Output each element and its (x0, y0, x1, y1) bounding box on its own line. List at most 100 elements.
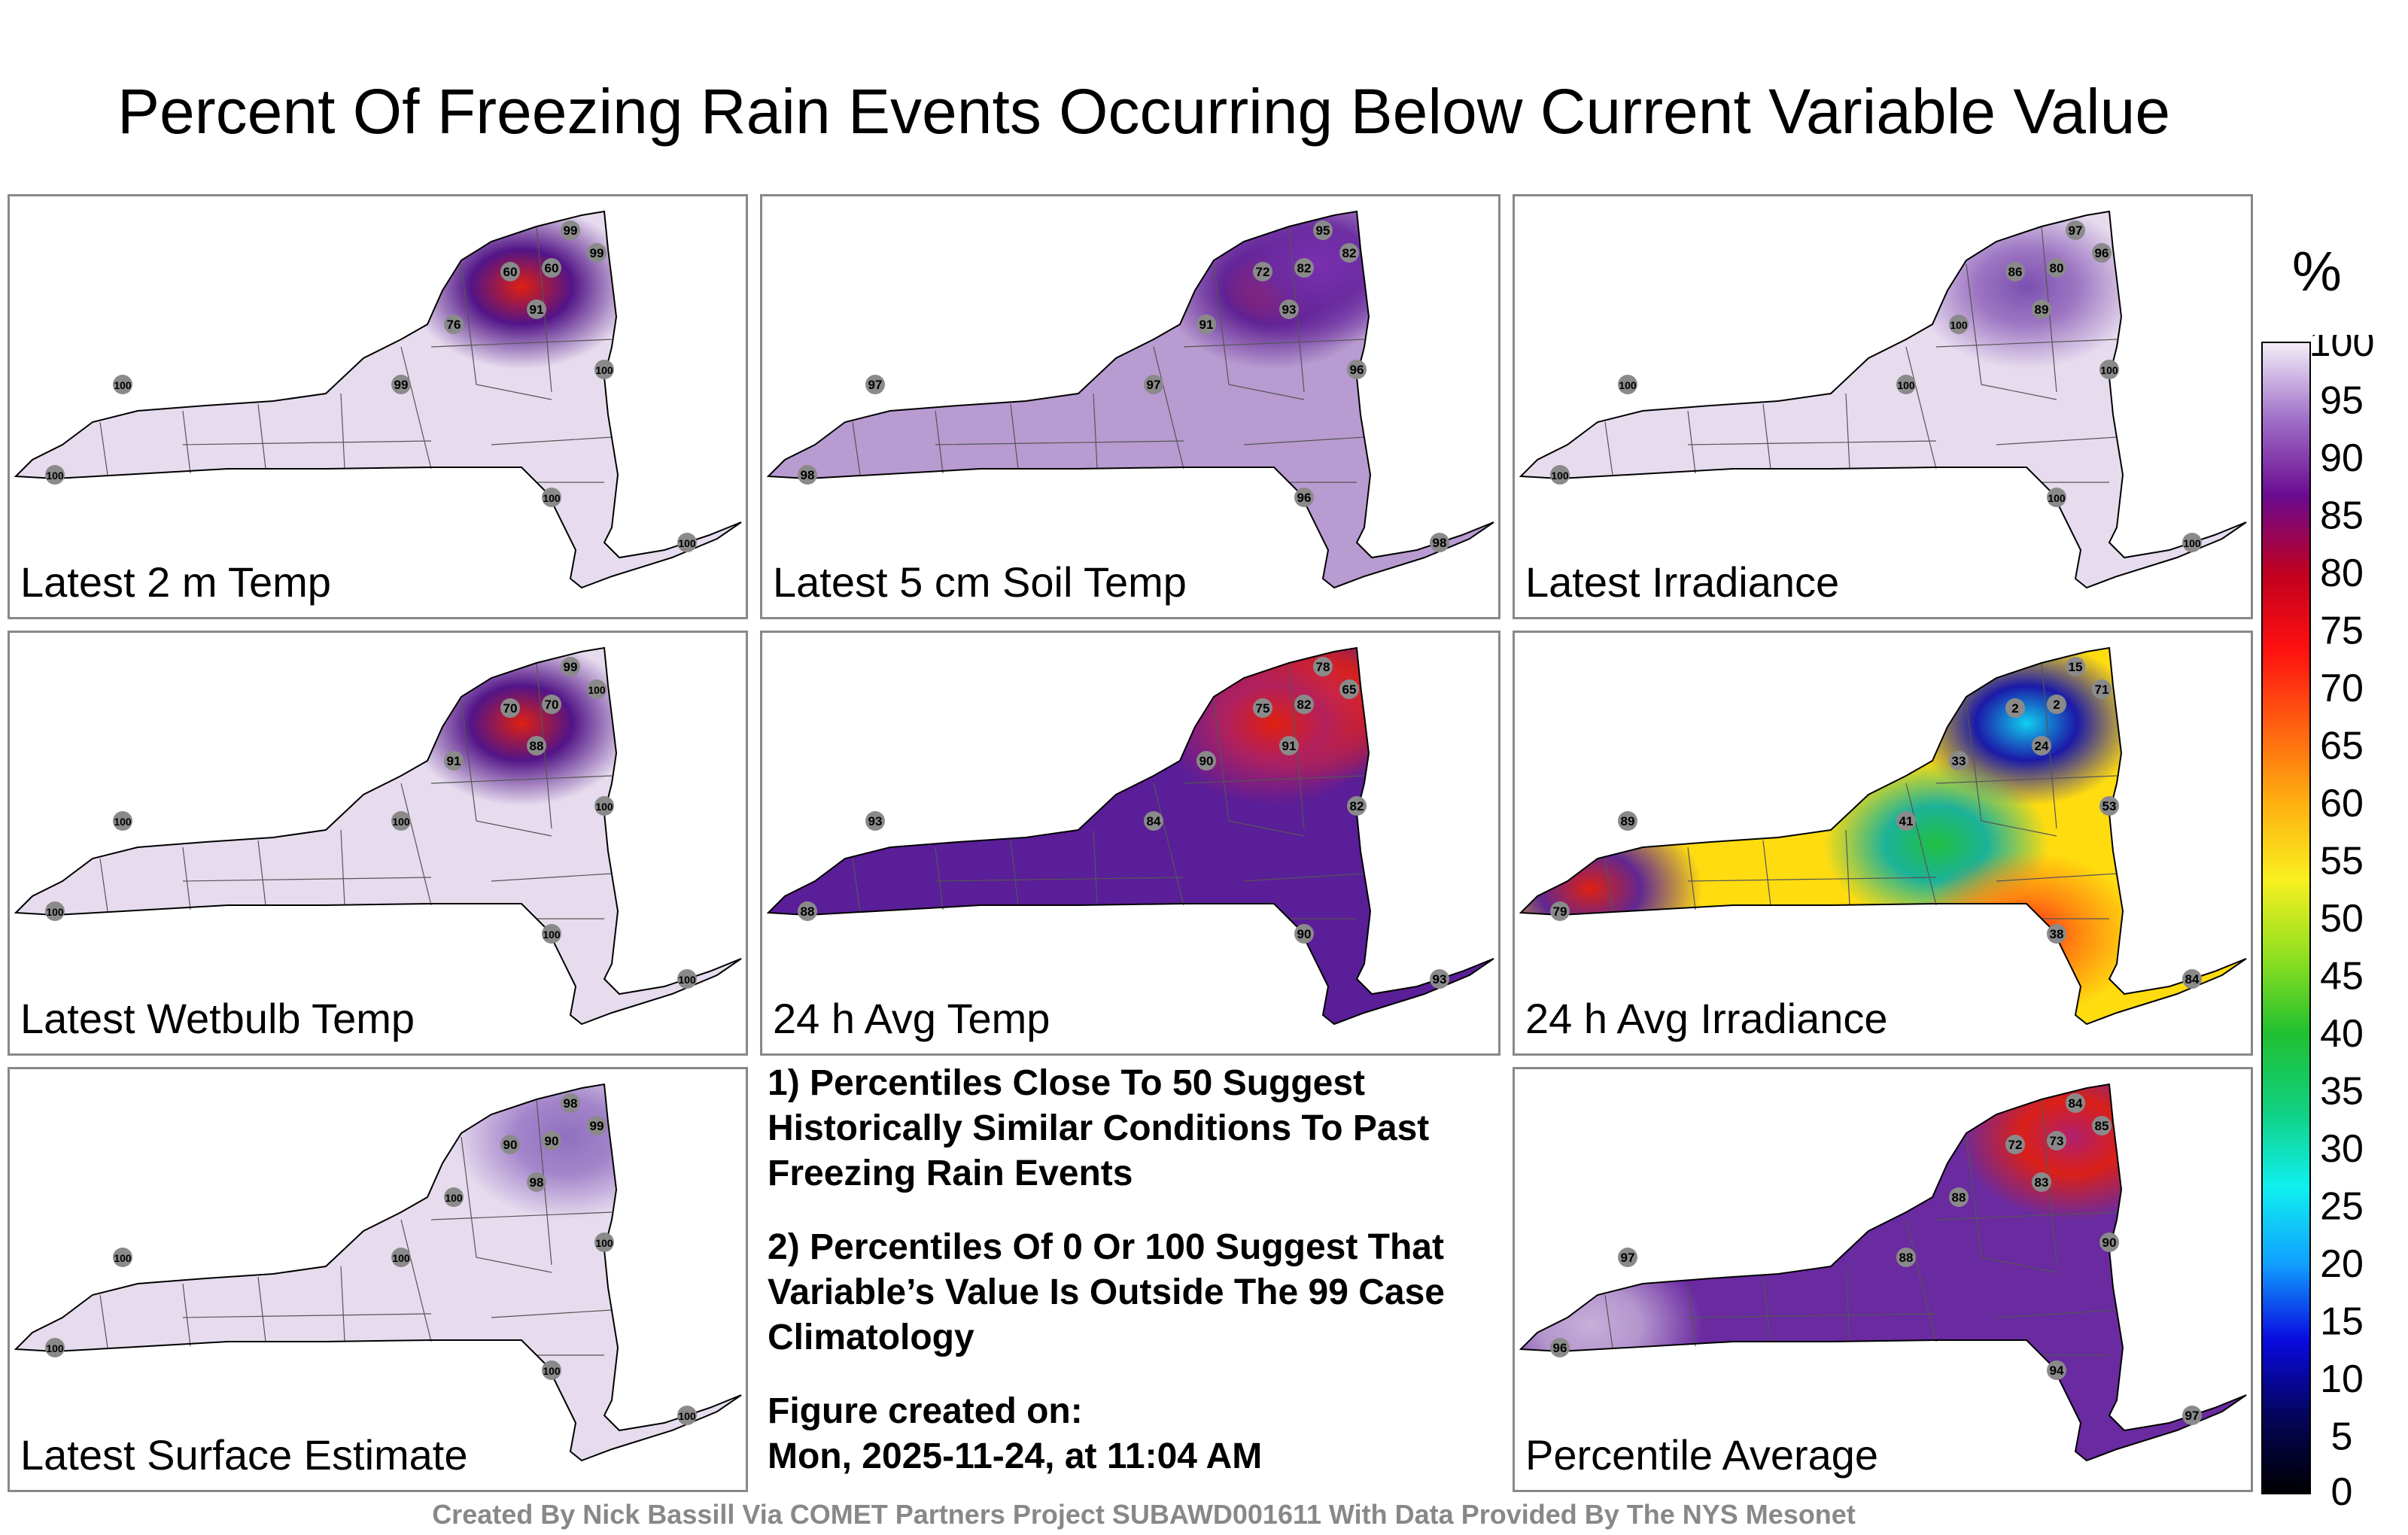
station-value: 99 (564, 223, 578, 238)
station-value: 96 (2095, 246, 2109, 260)
station-value: 72 (2008, 1138, 2023, 1152)
station-value: 100 (46, 470, 64, 482)
station-marker: 100 (1896, 375, 1916, 394)
station-value: 91 (447, 754, 461, 768)
station-marker: 33 (1949, 751, 1969, 771)
station-marker: 84 (2066, 1093, 2085, 1113)
station-value: 100 (543, 1365, 561, 1377)
value-field-blob (1521, 806, 1703, 971)
colorbar-tick-label: 15 (2320, 1300, 2364, 1344)
station-marker: 96 (1294, 488, 1314, 507)
station-value: 65 (1342, 682, 1357, 697)
colorbar-tick-label: 20 (2320, 1242, 2364, 1286)
station-marker: 90 (500, 1135, 520, 1154)
station-marker: 70 (500, 698, 520, 718)
station-value: 100 (543, 929, 561, 941)
station-value: 96 (1350, 363, 1364, 377)
colorbar-tick-label: 90 (2320, 436, 2364, 480)
station-value: 94 (2050, 1363, 2064, 1378)
station-value: 98 (564, 1096, 578, 1111)
station-value: 100 (46, 906, 64, 918)
colorbar-tick-label: 35 (2320, 1070, 2364, 1114)
station-marker: 100 (113, 375, 132, 394)
station-value: 100 (595, 1237, 613, 1249)
station-value: 100 (114, 816, 132, 828)
colorbar-tick-label: 70 (2320, 667, 2364, 710)
value-field-blob (1914, 211, 2139, 369)
station-marker: 100 (677, 1406, 697, 1425)
station-marker: 100 (391, 1248, 411, 1267)
station-marker: 95 (1313, 220, 1333, 240)
station-marker: 38 (2047, 924, 2066, 944)
state-fill (16, 211, 741, 588)
state-fill (768, 648, 1494, 1024)
station-marker: 100 (1550, 465, 1570, 485)
station-value: 82 (1297, 261, 1312, 275)
station-marker: 100 (113, 1248, 132, 1267)
station-value: 99 (590, 1119, 604, 1133)
station-value: 97 (1621, 1251, 1635, 1265)
station-value: 90 (2102, 1236, 2117, 1250)
station-value: 90 (1199, 754, 1214, 768)
station-value: 73 (2050, 1134, 2064, 1148)
station-value: 2 (2053, 698, 2060, 712)
colorbar-tick-label: 10 (2320, 1357, 2364, 1401)
station-marker: 88 (798, 901, 817, 921)
station-value: 95 (1316, 223, 1330, 238)
station-marker: 60 (500, 262, 520, 281)
station-marker: 91 (444, 751, 464, 771)
station-marker: 100 (594, 360, 614, 379)
value-field-blob (1521, 1242, 1703, 1408)
station-value: 93 (868, 814, 883, 828)
station-marker: 100 (587, 679, 607, 699)
map-panel: 95 72 82 82 97 98 97 96 98 91 93 96 Latest 5 cm Soil… (760, 194, 1500, 619)
station-value: 100 (392, 816, 410, 828)
station-marker: 100 (113, 811, 132, 831)
state-map: 99 60 60 91 76 99 100 100 100 100 99 100 (14, 210, 742, 589)
created-label: Figure created on: (768, 1391, 1083, 1431)
panel-label: Latest Irradiance (1525, 558, 1840, 606)
station-marker: 100 (542, 488, 561, 507)
station-marker: 96 (1550, 1338, 1570, 1357)
station-marker: 100 (45, 465, 65, 485)
colorbar-tick-label: 55 (2320, 840, 2364, 883)
station-value: 100 (46, 1342, 64, 1354)
station-value: 84 (2069, 1096, 2083, 1111)
station-marker: 93 (1430, 969, 1449, 989)
station-marker: 90 (542, 1131, 561, 1150)
station-value: 100 (1897, 379, 1915, 391)
panel-label: Latest 2 m Temp (20, 558, 331, 606)
station-marker: 97 (865, 375, 885, 394)
station-marker: 72 (1253, 262, 1272, 281)
map-panel: 99 60 60 91 76 99 100 100 100 100 99 100 Latest 2 m … (8, 194, 748, 619)
station-marker: 97 (1144, 375, 1163, 394)
colorbar-tick-label: 40 (2320, 1012, 2364, 1056)
station-value: 70 (545, 698, 559, 712)
station-value: 71 (2095, 682, 2109, 697)
station-value: 99 (590, 246, 604, 260)
colorbar-tick-label: 25 (2320, 1185, 2364, 1229)
panel-label: Latest Surface Estimate (20, 1431, 468, 1479)
colorbar-tick-label: 85 (2320, 494, 2364, 538)
station-marker: 85 (2092, 1116, 2112, 1135)
station-marker: 91 (1279, 736, 1299, 755)
station-value: 100 (114, 1252, 132, 1264)
station-value: 70 (503, 701, 518, 716)
created-block: Figure created on: Mon, 2025-11-24, at 1… (768, 1389, 1475, 1479)
station-value: 75 (1256, 701, 1270, 716)
panel-label: Latest Wetbulb Temp (20, 995, 415, 1042)
station-value: 89 (2035, 302, 2049, 317)
station-value: 90 (1297, 927, 1312, 941)
note-2: 2) Percentiles Of 0 Or 100 Suggest That … (768, 1227, 1445, 1357)
station-marker: 65 (1339, 679, 1359, 699)
station-marker: 100 (391, 811, 411, 831)
colorbar-tick-label: 50 (2320, 897, 2364, 941)
station-value: 89 (1621, 814, 1635, 828)
station-marker: 100 (2182, 533, 2202, 552)
map-panel: 89 2 2 24 79 41 38 84 33 15 53 71 24 h Avg Irradianc… (1513, 631, 2253, 1056)
station-marker: 82 (1347, 796, 1367, 816)
station-value: 88 (530, 739, 544, 753)
value-field-blob (1914, 851, 2139, 1017)
station-value: 100 (1950, 319, 1968, 331)
state-fill (1521, 1084, 2246, 1461)
